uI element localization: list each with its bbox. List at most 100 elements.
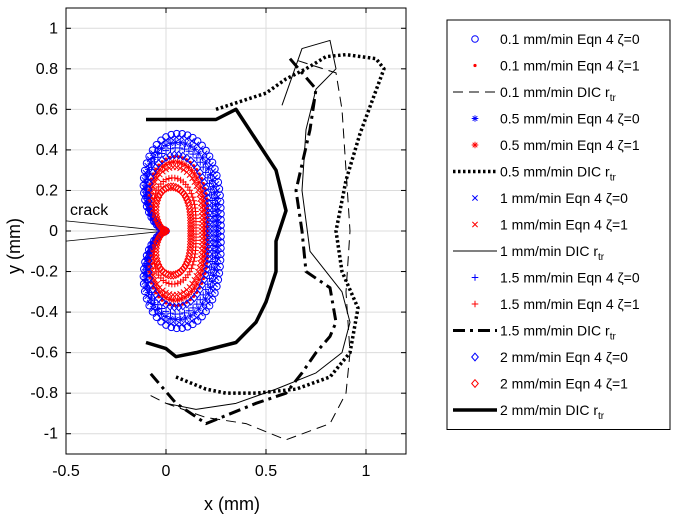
eqn-point	[199, 262, 207, 269]
legend-entry: 1.5 mm/min DIC rtr	[453, 323, 616, 343]
eqn-point	[177, 316, 185, 323]
eqn-point	[174, 158, 181, 166]
legend-subscript: tr	[598, 252, 605, 263]
eqn-point	[214, 268, 221, 275]
y-tick-label: -0.4	[30, 304, 58, 321]
legend-label: 2 mm/min DIC rtr	[500, 402, 605, 422]
eqn-point	[167, 140, 175, 147]
eqn-point	[178, 265, 187, 275]
eqn-point	[189, 150, 197, 158]
eqn-point	[187, 312, 194, 320]
eqn-point	[190, 197, 198, 205]
eqn-point	[212, 248, 220, 256]
eqn-point	[151, 179, 158, 186]
eqn-point	[205, 226, 213, 236]
eqn-point	[170, 296, 177, 304]
eqn-point	[197, 310, 204, 317]
eqn-point	[202, 188, 211, 198]
eqn-point	[215, 205, 222, 212]
eqn-point	[215, 262, 222, 269]
eqn-point	[147, 295, 155, 303]
eqn-point	[189, 304, 197, 312]
eqn-point	[178, 301, 187, 311]
eqn-point	[154, 280, 161, 287]
eqn-point	[166, 182, 175, 192]
eqn-point	[177, 139, 185, 146]
eqn-point	[197, 271, 204, 279]
eqn-point	[205, 230, 213, 240]
legend-entry: 0.5 mm/min DIC rtr	[453, 164, 616, 184]
eqn-point	[204, 244, 213, 254]
y-tick-label: 0	[49, 223, 58, 240]
eqn-point	[195, 276, 203, 283]
eqn-point	[197, 196, 204, 203]
eqn-point	[158, 310, 165, 317]
eqn-point	[162, 226, 170, 236]
eqn-point	[204, 165, 212, 172]
legend-subscript: tr	[598, 411, 605, 422]
eqn-point	[186, 268, 194, 276]
eqn-point	[215, 244, 222, 251]
legend-marker	[471, 352, 479, 362]
eqn-point	[210, 272, 217, 279]
eqn-point	[178, 159, 185, 167]
eqn-point	[158, 315, 165, 322]
eqn-point	[146, 299, 153, 306]
eqn-point	[186, 284, 193, 290]
eqn-point	[163, 137, 169, 144]
eqn-point	[177, 176, 184, 184]
eqn-point	[144, 261, 153, 272]
eqn-point	[181, 309, 188, 317]
eqn-point	[201, 269, 210, 279]
eqn-point	[174, 175, 182, 183]
eqn-point	[208, 197, 216, 204]
eqn-point	[180, 166, 187, 173]
eqn-point	[145, 250, 154, 260]
eqn-point	[191, 179, 198, 186]
eqn-point	[195, 305, 203, 313]
eqn-point	[189, 261, 196, 269]
eqn-point	[199, 154, 206, 162]
eqn-point	[182, 314, 189, 322]
eqn-point	[201, 244, 209, 251]
eqn-point	[145, 166, 152, 173]
eqn-point	[205, 235, 213, 245]
eqn-point	[154, 175, 161, 182]
eqn-point	[156, 171, 163, 178]
eqn-point	[215, 199, 222, 206]
eqn-point	[202, 264, 211, 274]
eqn-point	[211, 195, 219, 202]
eqn-point	[201, 227, 209, 235]
eqn-point	[155, 288, 163, 296]
eqn-point	[142, 179, 149, 187]
eqn-point	[190, 257, 198, 265]
eqn-point	[183, 257, 192, 267]
legend-marker	[471, 115, 479, 122]
legend-entry: 1 mm/min Eqn 4 ζ=0	[472, 190, 628, 206]
eqn-point	[150, 305, 157, 312]
eqn-point	[158, 305, 166, 312]
legend-label: 0.1 mm/min DIC rtr	[500, 84, 616, 104]
legend-label: 2 mm/min Eqn 4 ζ=0	[500, 349, 628, 365]
legend-entry: 0.5 mm/min Eqn 4 ζ=1	[471, 137, 640, 153]
eqn-point	[150, 215, 159, 225]
eqn-point	[204, 254, 213, 264]
eqn-point	[151, 276, 158, 283]
legend-label: 1 mm/min DIC rtr	[500, 243, 605, 263]
eqn-point	[183, 320, 190, 327]
legend-marker	[471, 378, 479, 389]
eqn-point	[201, 239, 209, 247]
eqn-point	[162, 269, 170, 279]
legend-label: 1.5 mm/min Eqn 4 ζ=1	[500, 296, 640, 312]
eqn-point	[159, 163, 166, 170]
eqn-point	[144, 185, 153, 195]
eqn-point	[155, 166, 163, 174]
eqn-point	[206, 180, 213, 187]
eqn-point	[208, 295, 217, 304]
eqn-point	[174, 268, 183, 278]
eqn-point	[162, 313, 170, 320]
eqn-point	[201, 202, 208, 210]
eqn-point	[183, 135, 190, 142]
dic-line-2	[165, 39, 351, 410]
